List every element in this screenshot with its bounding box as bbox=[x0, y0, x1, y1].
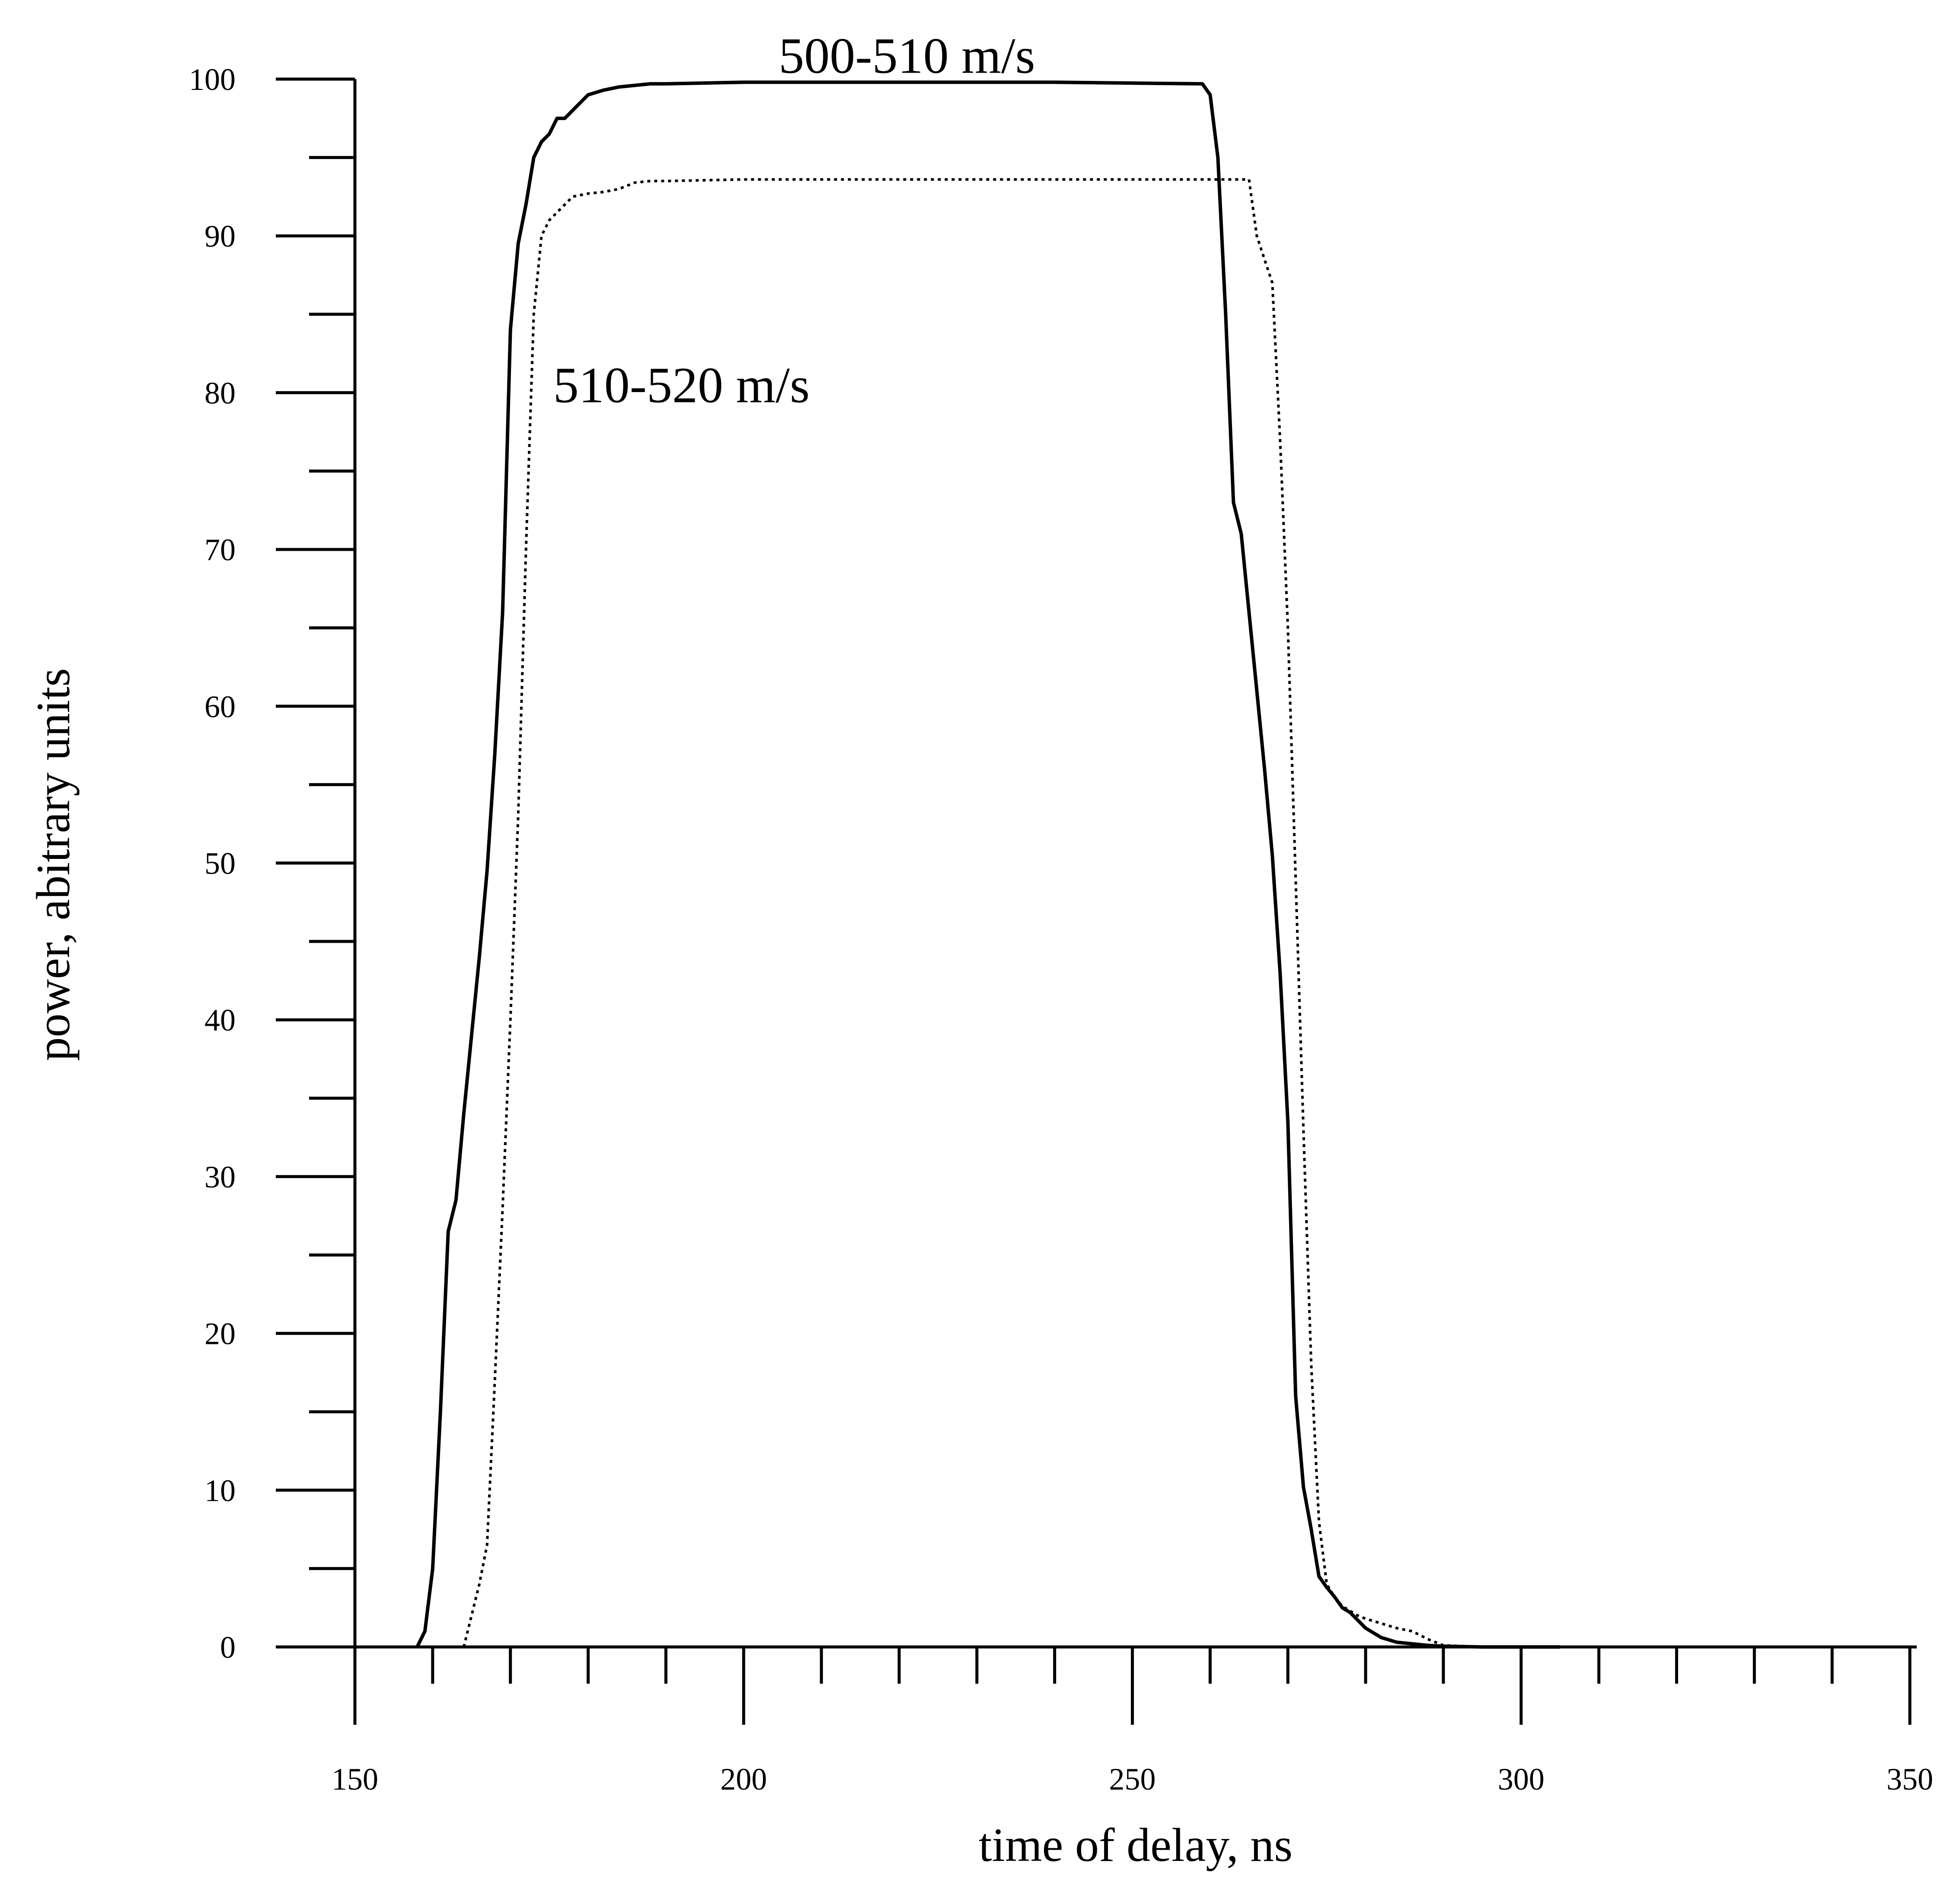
x-tick-label: 300 bbox=[1498, 1762, 1545, 1797]
y-tick-label: 90 bbox=[204, 219, 236, 254]
annotation-layer: 500-510 m/s 510-520 m/s bbox=[553, 28, 1035, 414]
y-axis-ticks: 0 10 20 30 40 50 60 70 80 90 100 bbox=[189, 62, 355, 1665]
x-axis-title: time of delay, ns bbox=[979, 1819, 1293, 1871]
y-tick-label: 80 bbox=[204, 376, 236, 410]
y-tick-label: 20 bbox=[204, 1317, 236, 1351]
y-axis-title: power, abitrary units bbox=[27, 668, 80, 1061]
y-tick-label: 0 bbox=[220, 1630, 236, 1665]
y-tick-label: 70 bbox=[204, 533, 236, 567]
y-tick-label: 50 bbox=[204, 846, 236, 881]
y-tick-label: 100 bbox=[189, 62, 236, 97]
series-annotation-label: 510-520 m/s bbox=[553, 357, 810, 413]
y-tick-label: 10 bbox=[204, 1473, 236, 1508]
y-tick-label: 30 bbox=[204, 1160, 236, 1194]
plot-area bbox=[276, 79, 1917, 1725]
x-tick-label: 350 bbox=[1887, 1762, 1933, 1797]
series-layer bbox=[415, 80, 1560, 1649]
y-tick-label: 60 bbox=[204, 689, 236, 724]
x-tick-label: 200 bbox=[720, 1762, 767, 1797]
y-tick-label: 40 bbox=[204, 1003, 236, 1037]
x-tick-label: 150 bbox=[332, 1762, 378, 1797]
series-annotation-label: 500-510 m/s bbox=[779, 28, 1035, 84]
series-line-solid bbox=[415, 80, 1560, 1649]
x-tick-label: 250 bbox=[1109, 1762, 1156, 1797]
x-axis-ticks: 150 200 250 300 350 bbox=[332, 1647, 1933, 1797]
